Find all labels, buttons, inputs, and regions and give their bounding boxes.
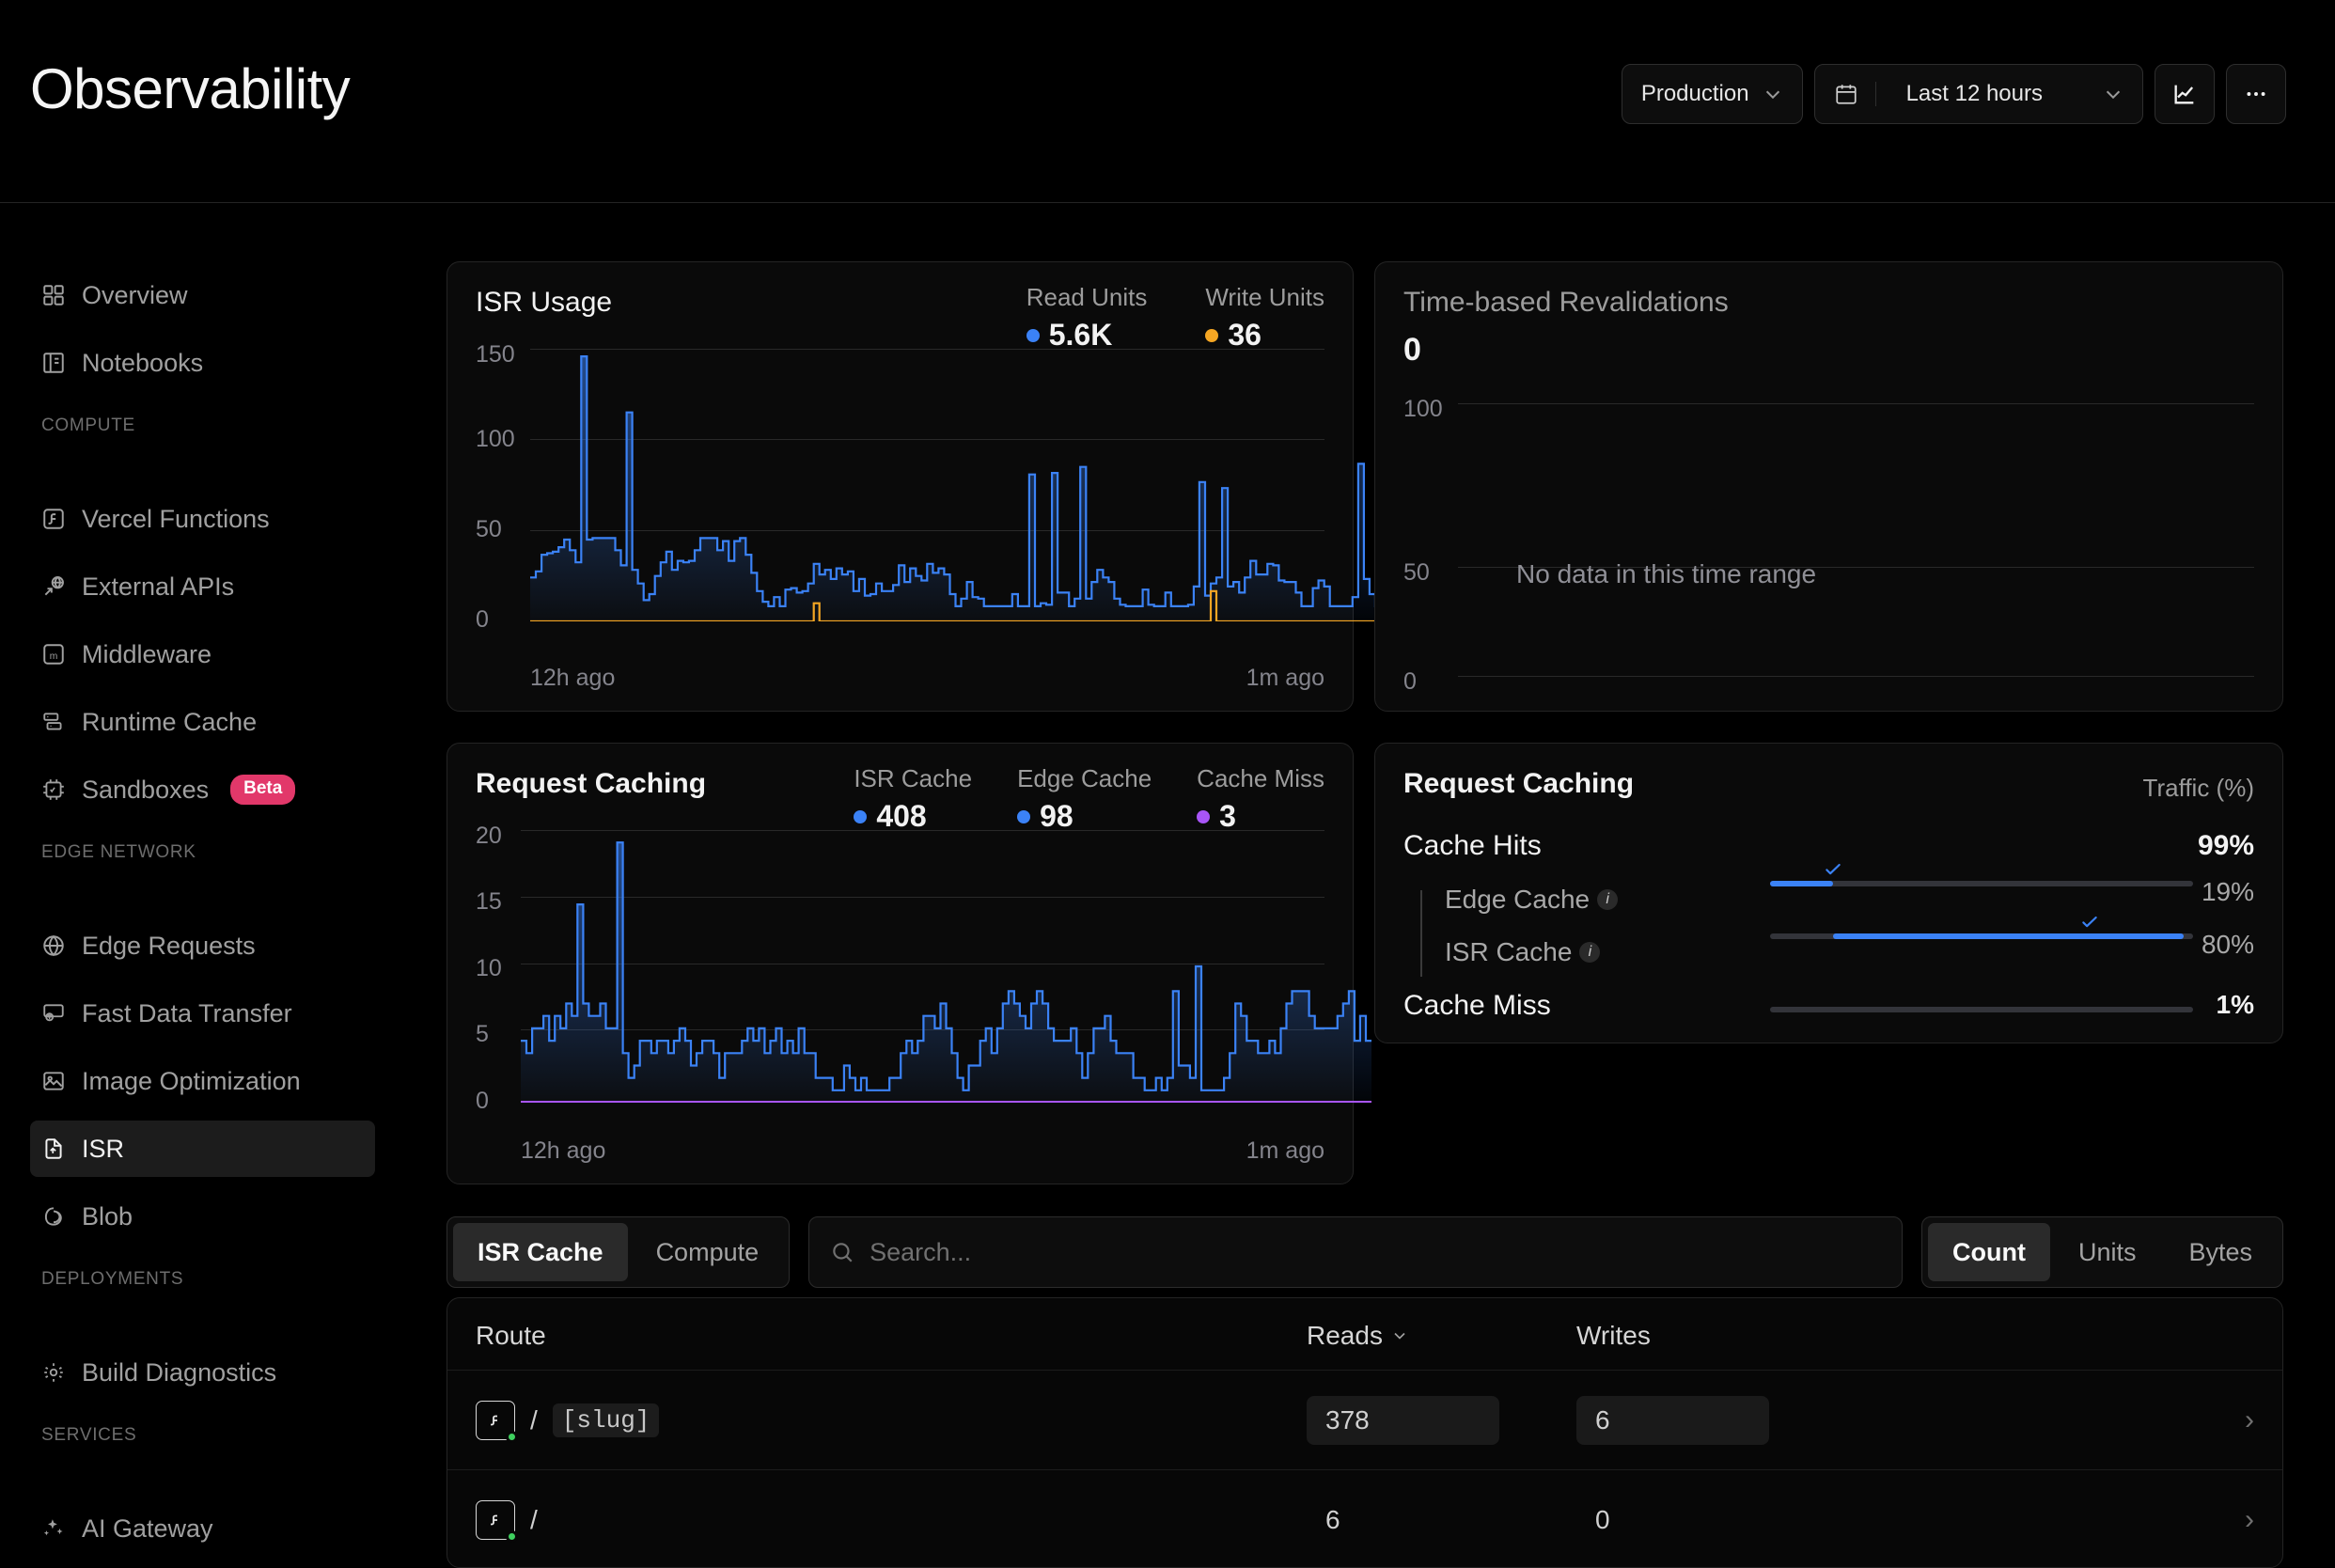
svg-text:m: m <box>50 651 58 662</box>
